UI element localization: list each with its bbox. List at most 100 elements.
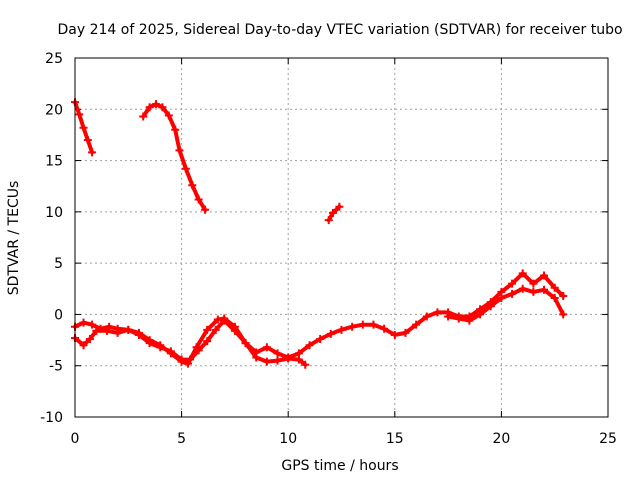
data-point bbox=[380, 324, 389, 333]
chart-title: Day 214 of 2025, Sidereal Day-to-day VTE… bbox=[57, 22, 622, 38]
data-point bbox=[433, 308, 442, 317]
data-point bbox=[518, 284, 527, 293]
y-tick-label: 0 bbox=[54, 307, 63, 323]
data-point bbox=[79, 318, 88, 327]
data-point bbox=[252, 353, 261, 362]
data-point bbox=[529, 287, 538, 296]
data-point bbox=[79, 341, 88, 350]
data-point bbox=[152, 100, 161, 109]
data-point bbox=[213, 315, 222, 324]
data-point bbox=[324, 216, 333, 225]
data-point bbox=[559, 310, 568, 319]
data-point bbox=[156, 343, 165, 352]
data-point bbox=[301, 360, 310, 369]
data-point bbox=[79, 123, 88, 132]
data-point bbox=[139, 112, 148, 121]
y-tick-label: -5 bbox=[49, 359, 63, 375]
data-point bbox=[529, 279, 538, 288]
grid bbox=[75, 58, 608, 417]
data-point bbox=[550, 294, 559, 303]
data-point bbox=[211, 325, 220, 334]
y-tick-label: -10 bbox=[40, 410, 63, 426]
data-point bbox=[262, 343, 271, 352]
data-point bbox=[177, 355, 186, 364]
x-tick-label: 15 bbox=[386, 431, 404, 447]
x-tick-label: 10 bbox=[279, 431, 297, 447]
data-point bbox=[166, 347, 175, 356]
data-point bbox=[465, 316, 474, 325]
data-point bbox=[444, 312, 453, 321]
data-point bbox=[201, 205, 210, 214]
data-point bbox=[508, 289, 517, 298]
data-point bbox=[390, 330, 399, 339]
axis-ticks: 0 5 10 15 20 25 -10 -5 0 5 10 15 20 25 bbox=[40, 51, 617, 447]
x-tick-label: 0 bbox=[71, 431, 80, 447]
data-point bbox=[83, 136, 92, 145]
y-tick-label: 10 bbox=[45, 205, 63, 221]
data-point bbox=[337, 325, 346, 334]
data-point bbox=[88, 148, 97, 157]
data-point bbox=[88, 320, 97, 329]
data-point bbox=[486, 302, 495, 311]
y-tick-label: 15 bbox=[45, 154, 63, 170]
data-point bbox=[550, 283, 559, 292]
y-tick-label: 20 bbox=[45, 102, 63, 118]
data-point bbox=[203, 337, 212, 346]
data-point bbox=[294, 355, 303, 364]
data-point bbox=[230, 326, 239, 335]
data-point bbox=[145, 339, 154, 348]
series-arc-4 bbox=[73, 271, 566, 366]
data-point bbox=[262, 357, 271, 366]
data-point bbox=[497, 294, 506, 303]
x-axis-label: GPS time / hours bbox=[281, 458, 398, 474]
data-point bbox=[194, 195, 203, 204]
data-point bbox=[284, 354, 293, 363]
data-point bbox=[134, 330, 143, 339]
x-tick-label: 5 bbox=[177, 431, 186, 447]
data-point bbox=[188, 181, 197, 190]
data-point bbox=[422, 312, 431, 321]
data-point bbox=[326, 329, 335, 338]
data-point bbox=[316, 335, 325, 344]
y-tick-label: 25 bbox=[45, 51, 63, 67]
data-point bbox=[401, 328, 410, 337]
data-point bbox=[454, 314, 463, 323]
series-arc-2 bbox=[141, 102, 208, 212]
data-point bbox=[369, 320, 378, 329]
data-point bbox=[358, 320, 367, 329]
data-point bbox=[273, 349, 282, 358]
y-tick-label: 5 bbox=[54, 256, 63, 272]
data-point bbox=[348, 322, 357, 331]
data-point bbox=[540, 285, 549, 294]
data-point bbox=[412, 320, 421, 329]
data-point bbox=[75, 110, 84, 119]
data-point bbox=[220, 316, 229, 325]
data-series bbox=[71, 98, 568, 369]
data-point bbox=[181, 164, 190, 173]
data-point bbox=[305, 341, 314, 350]
data-point bbox=[175, 146, 184, 155]
data-point bbox=[102, 326, 111, 335]
y-axis-label: SDTVAR / TECUs bbox=[6, 181, 22, 296]
data-point bbox=[273, 356, 282, 365]
data-point bbox=[328, 208, 337, 217]
data-point bbox=[203, 325, 212, 334]
data-point bbox=[186, 355, 195, 364]
data-point bbox=[476, 310, 485, 319]
data-point bbox=[164, 111, 173, 120]
data-point bbox=[113, 328, 122, 337]
data-point bbox=[540, 271, 549, 280]
x-tick-label: 25 bbox=[599, 431, 617, 447]
x-tick-label: 20 bbox=[492, 431, 510, 447]
data-point bbox=[171, 125, 180, 134]
data-point bbox=[335, 202, 344, 211]
data-point bbox=[145, 103, 154, 112]
data-point bbox=[241, 339, 250, 348]
data-point bbox=[559, 291, 568, 300]
data-point bbox=[158, 103, 167, 112]
data-point bbox=[124, 325, 133, 334]
plot-frame bbox=[74, 57, 609, 418]
data-point bbox=[518, 269, 527, 278]
data-point bbox=[194, 346, 203, 355]
